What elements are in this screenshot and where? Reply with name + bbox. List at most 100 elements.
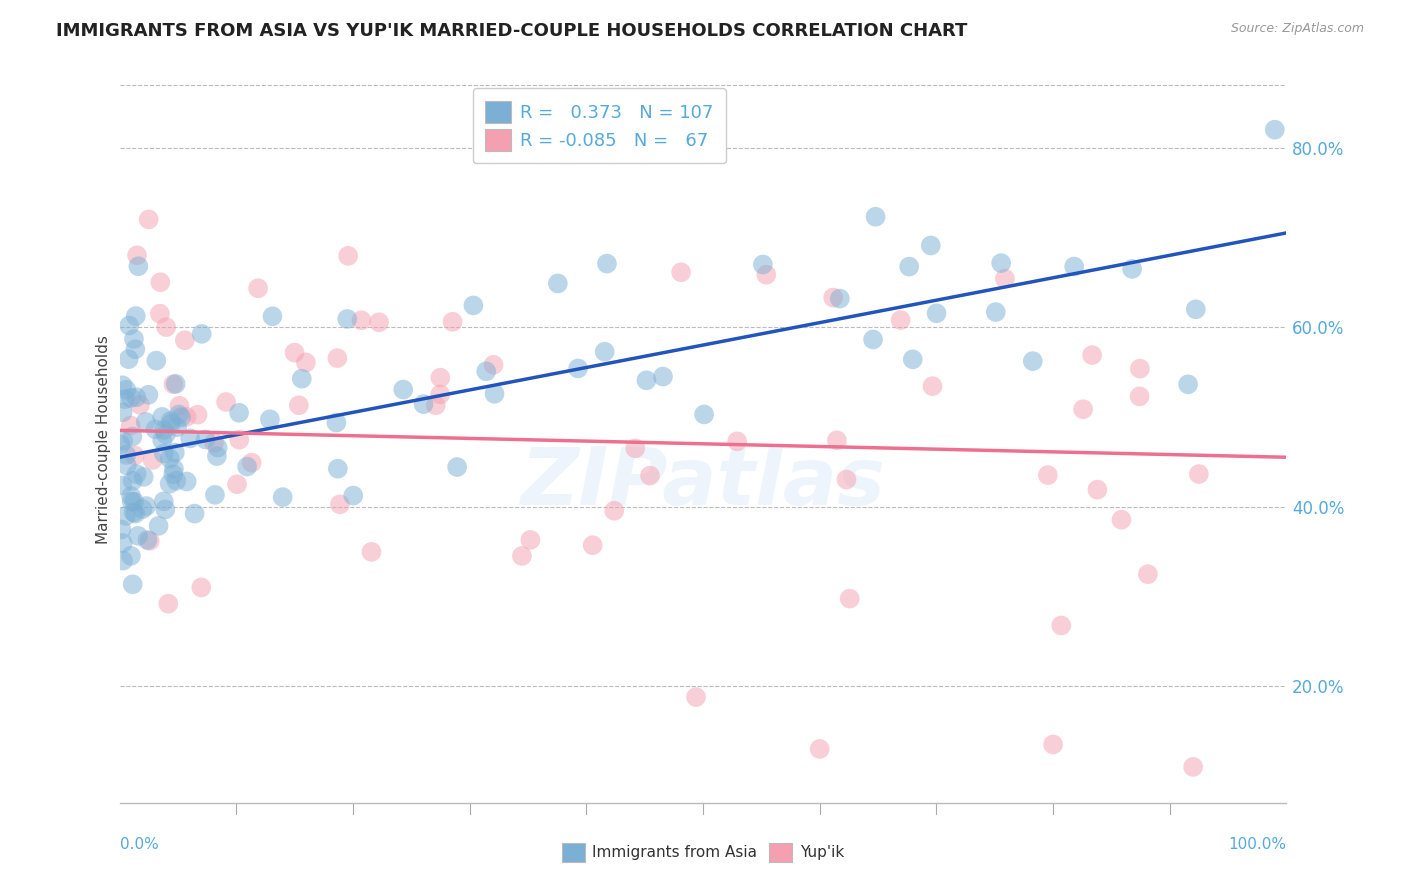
Point (295, 355, 318, 369)
Point (153, 423, 176, 437)
Point (1071, 402, 1094, 417)
Point (603, 504, 626, 518)
Point (920, 238, 942, 252)
Point (155, 320, 177, 334)
Point (475, 364, 498, 378)
Point (1081, 348, 1104, 362)
Point (284, 345, 307, 359)
Point (176, 409, 198, 424)
Point (125, 390, 148, 404)
Point (121, 577, 143, 591)
Point (135, 499, 157, 513)
Point (547, 277, 569, 291)
Point (441, 315, 464, 329)
Point (124, 343, 146, 357)
Point (835, 473, 858, 487)
Point (669, 265, 692, 279)
Point (121, 494, 143, 508)
Point (1177, 377, 1199, 392)
Point (138, 212, 160, 227)
Point (752, 258, 775, 272)
Point (638, 468, 661, 483)
Point (240, 456, 263, 470)
Point (624, 442, 647, 456)
Point (145, 422, 167, 436)
Point (150, 409, 173, 424)
Point (1129, 389, 1152, 403)
Point (127, 529, 149, 543)
Point (1121, 261, 1143, 276)
Point (828, 292, 851, 306)
Point (652, 369, 675, 384)
Point (337, 249, 360, 263)
Point (838, 591, 860, 606)
Point (124, 507, 146, 521)
Point (135, 415, 157, 429)
Point (176, 475, 198, 489)
Point (111, 378, 134, 392)
Point (326, 461, 349, 475)
Point (567, 361, 589, 376)
Point (825, 434, 848, 448)
Point (636, 373, 658, 387)
Point (228, 433, 250, 447)
Point (326, 351, 349, 365)
Point (111, 405, 134, 419)
Point (125, 309, 148, 323)
Point (163, 462, 186, 476)
Point (865, 210, 887, 224)
Point (121, 474, 143, 488)
Point (808, 742, 831, 756)
Point (160, 417, 183, 431)
Point (129, 398, 152, 412)
Point (350, 313, 373, 327)
Point (122, 505, 145, 519)
Point (114, 508, 136, 523)
Point (693, 408, 716, 422)
Point (262, 310, 284, 324)
Point (122, 332, 145, 346)
Point (994, 271, 1017, 285)
Point (1111, 513, 1133, 527)
Point (122, 494, 145, 508)
Point (120, 391, 142, 405)
Point (596, 257, 619, 271)
Point (342, 489, 364, 503)
Point (115, 383, 138, 397)
Point (125, 248, 148, 262)
Point (1136, 567, 1159, 582)
Point (111, 536, 134, 550)
Point (291, 372, 314, 386)
Text: 100.0%: 100.0% (1229, 837, 1286, 852)
Point (205, 449, 228, 463)
Legend: Immigrants from Asia, Yup'ik: Immigrants from Asia, Yup'ik (555, 837, 851, 868)
Point (582, 538, 605, 552)
Point (165, 474, 187, 488)
Point (121, 429, 143, 443)
Point (1050, 618, 1073, 632)
Point (162, 467, 184, 482)
Point (150, 434, 173, 448)
Point (1184, 302, 1206, 317)
Point (165, 376, 187, 391)
Point (984, 305, 1007, 319)
Text: IMMIGRANTS FROM ASIA VS YUP'IK MARRIED-COUPLE HOUSEHOLDS CORRELATION CHART: IMMIGRANTS FROM ASIA VS YUP'IK MARRIED-C… (56, 22, 967, 40)
Point (1182, 760, 1205, 774)
Point (115, 448, 138, 462)
Point (145, 353, 167, 368)
Point (823, 291, 845, 305)
Point (120, 549, 142, 563)
Point (898, 260, 921, 274)
Point (157, 597, 180, 611)
Point (862, 333, 884, 347)
Point (115, 458, 138, 473)
Point (138, 388, 160, 402)
Point (685, 690, 707, 704)
Point (190, 581, 212, 595)
Point (148, 519, 170, 533)
Point (132, 470, 155, 484)
Point (425, 398, 447, 412)
Point (120, 418, 142, 433)
Point (921, 379, 943, 393)
Point (1042, 738, 1064, 752)
